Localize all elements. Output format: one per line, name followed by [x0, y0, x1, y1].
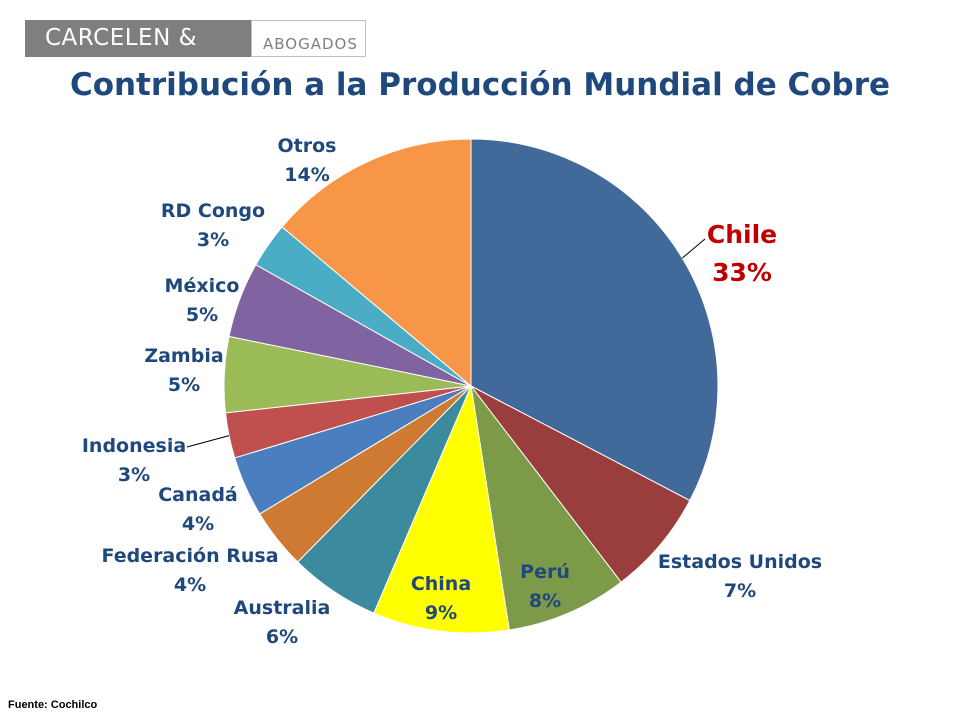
slice-label: Australia — [234, 597, 331, 619]
pie-slice-otros — [281, 138, 472, 388]
slice-label: Otros — [278, 135, 337, 157]
slice-percent-label: 7% — [724, 580, 756, 602]
slice-label: Canadá — [158, 484, 238, 506]
slice-label: Indonesia — [82, 435, 186, 457]
chart-title: Contribución a la Producción Mundial de … — [69, 67, 891, 103]
company-logo: CARCELEN & CIA. ABOGADOS — [25, 20, 366, 88]
slice-label: Zambia — [144, 345, 223, 367]
leader-lines — [186, 238, 706, 448]
slice-label: México — [165, 275, 240, 297]
slice-labels: Chile 33% Estados Unidos 7% Perú 8% China 9% Aus… — [82, 135, 822, 648]
slice-percent-label: 9% — [425, 602, 457, 624]
slice-label: RD Congo — [161, 200, 265, 222]
leader-line — [186, 435, 230, 448]
slice-percent-label: 4% — [182, 513, 214, 535]
slice-percent-label: 33% — [712, 258, 772, 287]
slice-percent-label: 3% — [197, 229, 229, 251]
slice-label: Federación Rusa — [101, 545, 278, 567]
pie-slice-estados-unidos — [470, 385, 691, 583]
slice-percent-label: 6% — [266, 626, 298, 648]
slice-percent-label: 4% — [174, 574, 206, 596]
slice-label: Estados Unidos — [658, 551, 822, 573]
logo-subtitle: ABOGADOS — [251, 20, 366, 57]
slice-label: Chile — [707, 220, 777, 249]
slice-percent-label: 5% — [168, 374, 200, 396]
slice-label: China — [411, 573, 471, 595]
slice-percent-label: 5% — [186, 304, 218, 326]
pie-slices — [223, 138, 719, 634]
slice-label: Perú — [520, 561, 570, 583]
slice-percent-label: 14% — [284, 164, 329, 186]
source-note: Fuente: Cochilco — [8, 699, 98, 711]
pie-slice-china — [373, 384, 510, 634]
pie-slice-per- — [470, 385, 622, 631]
logo-name: CARCELEN & CIA. — [25, 20, 251, 88]
slice-percent-label: 3% — [118, 464, 150, 486]
leader-line — [681, 238, 706, 259]
slice-percent-label: 8% — [529, 590, 561, 612]
pie-slice-chile — [470, 138, 719, 502]
